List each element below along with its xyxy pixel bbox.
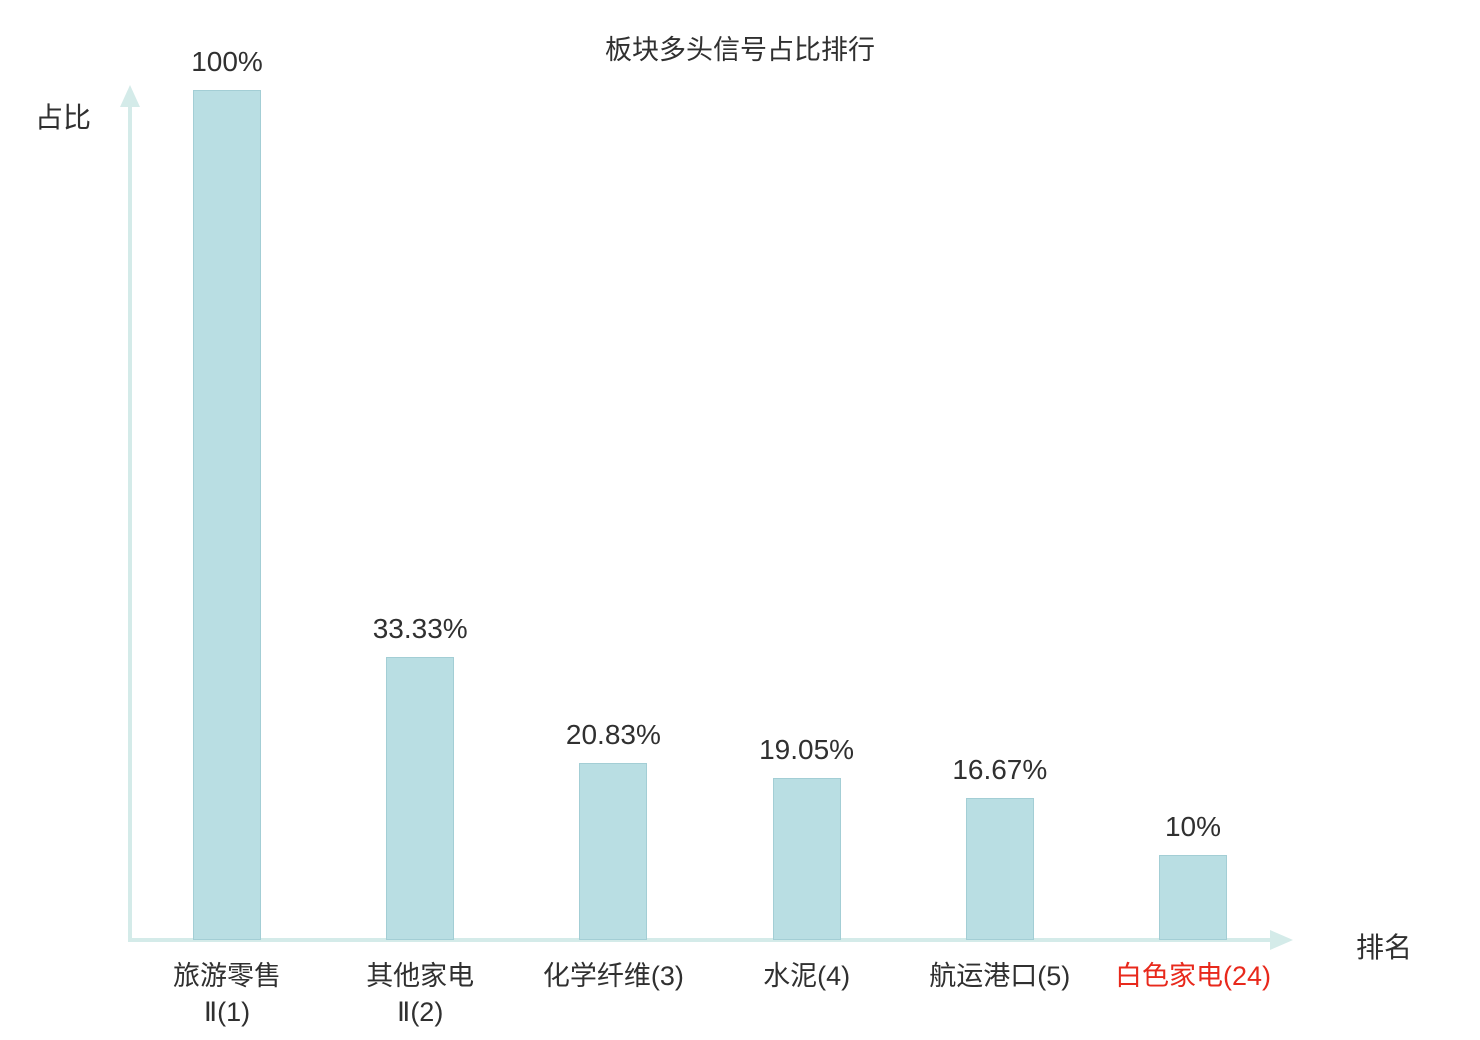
category-label: 航运港口(5): [929, 961, 1071, 991]
bar-2: [579, 763, 648, 940]
x-axis-arrow-icon: [1270, 930, 1293, 950]
bar-1: [386, 657, 455, 940]
bar-0: [193, 90, 261, 940]
bar-value-label: 20.83%: [565, 719, 661, 750]
x-axis-label: 排名: [1356, 932, 1413, 963]
category-label: 白色家电(24): [1114, 961, 1271, 991]
bar-value-label: 33.33%: [372, 613, 468, 644]
bar-value-label: 19.05%: [759, 734, 855, 765]
category-label: 化学纤维(3): [542, 961, 684, 991]
chart-title: 板块多头信号占比排行: [605, 35, 875, 65]
y-axis-label: 占比: [35, 102, 92, 133]
bar-5: [1159, 855, 1227, 940]
bar-value-label: 16.67%: [952, 754, 1048, 785]
bar-4: [965, 798, 1034, 940]
bar-value-label: 100%: [191, 46, 263, 77]
category-label: 水泥(4): [763, 961, 851, 991]
category-label: 旅游零售 Ⅱ(1): [173, 961, 281, 1027]
bar-3: [772, 778, 841, 940]
category-label: 其他家电 Ⅱ(2): [366, 961, 475, 1027]
y-axis-arrow-icon: [120, 85, 140, 107]
bar-value-label: 10%: [1164, 811, 1222, 842]
